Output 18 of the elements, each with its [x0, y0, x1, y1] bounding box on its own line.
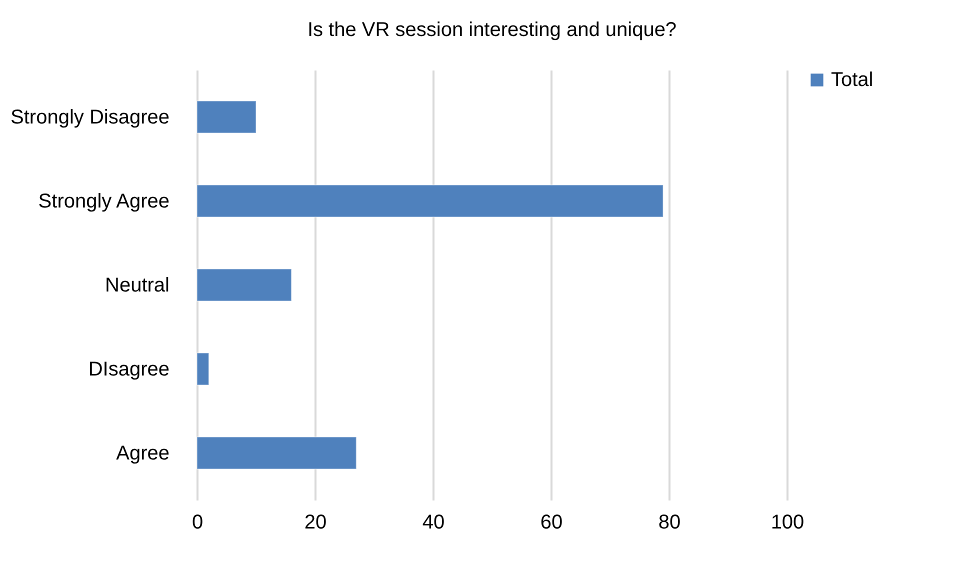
x-tick-label: 100	[770, 512, 804, 534]
x-tick-label: 0	[192, 512, 204, 534]
legend-label: Total	[831, 69, 874, 91]
bar	[196, 352, 210, 386]
y-tick-label: Neutral	[105, 274, 170, 296]
bar	[196, 100, 256, 134]
x-tick-label: 80	[658, 512, 681, 534]
y-tick-label: Strongly Disagree	[10, 106, 170, 128]
x-tick-label: 20	[304, 512, 327, 534]
y-tick-label: Strongly Agree	[38, 190, 170, 212]
y-tick-label: Agree	[116, 442, 170, 464]
bar	[196, 268, 292, 302]
x-tick-label: 40	[422, 512, 445, 534]
y-tick-label: DIsagree	[88, 358, 170, 380]
chart-title: Is the VR session interesting and unique?	[307, 19, 677, 41]
x-tick-label: 60	[540, 512, 563, 534]
bar	[196, 184, 664, 218]
bar	[196, 436, 357, 470]
